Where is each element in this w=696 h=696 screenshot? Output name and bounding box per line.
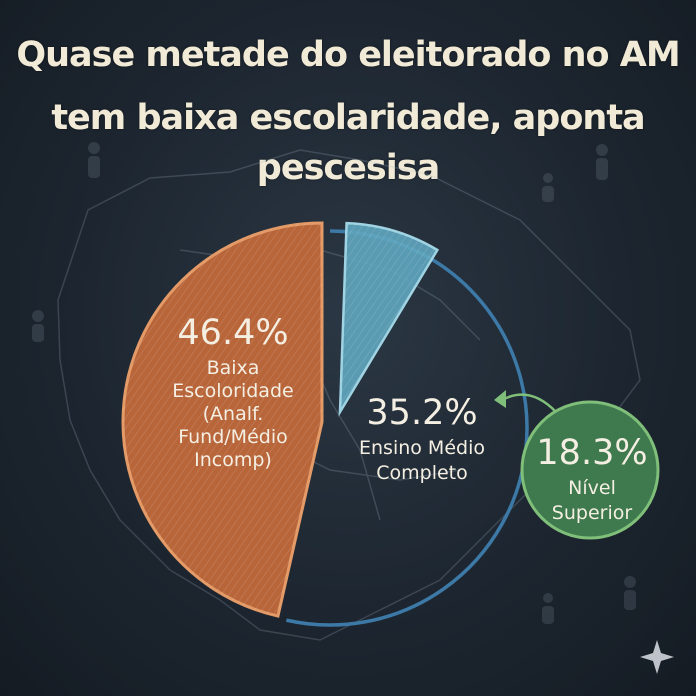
pie-slice-texture	[122, 223, 322, 617]
pie-slice-texture	[340, 223, 438, 412]
slice-category-label-1: Ensino Médio	[359, 437, 485, 459]
slice-percent-label-0: 46.4%	[177, 313, 288, 353]
callout-circle-nivel-superior	[520, 400, 660, 540]
callout-arrowhead	[494, 390, 506, 408]
background-people-icons	[32, 142, 636, 624]
slice-percent-label-1: 35.2%	[366, 393, 477, 433]
slice-category-label-0: Escoloridade	[172, 380, 293, 402]
sparkle-icon	[640, 640, 674, 674]
slice-category-label-2: Superior	[552, 502, 633, 524]
slice-category-label-0: Fund/Médio	[178, 426, 287, 448]
chart-title-line-2: tem baixa escolaridade, aponta pescesisa	[51, 98, 645, 188]
slice-category-label-1: Completo	[376, 462, 468, 484]
slice-category-label-0: Incomp)	[194, 449, 272, 471]
chart-title-line-1: Quase metade do eleitorado no AM	[16, 35, 680, 75]
callout-arrow	[501, 393, 557, 413]
slice-category-label-2: Nível	[568, 477, 616, 499]
slice-category-label-0: (Analf.	[203, 403, 264, 425]
slice-percent-label-2: 18.3%	[536, 433, 647, 473]
slice-category-label-0: Baixa	[207, 357, 260, 379]
